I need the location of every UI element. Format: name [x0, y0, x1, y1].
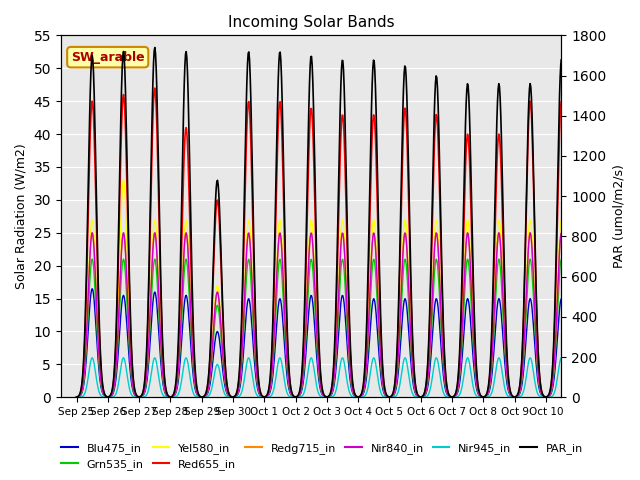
Nir840_in [224, 391, 232, 396]
Grn535_in [407, 342, 415, 348]
Red655_in [268, 356, 276, 362]
Y-axis label: PAR (umol/m2/s): PAR (umol/m2/s) [612, 164, 625, 268]
Redg715_in [268, 373, 276, 379]
Red655_in [379, 368, 387, 374]
Legend: Blu475_in, Grn535_in, Yel580_in, Red655_in, Redg715_in, Nir840_in, Nir945_in, PA: Blu475_in, Grn535_in, Yel580_in, Red655_… [57, 438, 588, 474]
PAR_in [407, 268, 415, 274]
Yel580_in [132, 393, 140, 398]
Line: Nir945_in: Nir945_in [77, 358, 577, 397]
Grn535_in [88, 256, 96, 262]
Y-axis label: Solar Radiation (W/m2): Solar Radiation (W/m2) [15, 144, 28, 289]
Title: Incoming Solar Bands: Incoming Solar Bands [228, 15, 394, 30]
Yel580_in [268, 372, 276, 377]
Blu475_in [249, 336, 257, 341]
Line: Red655_in: Red655_in [77, 88, 577, 397]
Blu475_in [88, 286, 96, 291]
PAR_in [268, 349, 276, 355]
Red655_in [73, 394, 81, 400]
Nir945_in [224, 394, 232, 400]
Grn535_in [268, 376, 276, 382]
Line: Yel580_in: Yel580_in [77, 180, 577, 397]
Redg715_in [407, 332, 415, 337]
Nir840_in [379, 379, 387, 385]
Redg715_in [132, 393, 140, 399]
Nir945_in [268, 392, 276, 398]
Nir840_in [73, 394, 81, 400]
Nir945_in [379, 393, 387, 399]
Red655_in [407, 284, 415, 290]
Grn535_in [573, 394, 581, 400]
PAR_in [131, 389, 139, 395]
Grn535_in [379, 382, 387, 387]
Nir945_in [88, 355, 96, 360]
Red655_in [224, 388, 232, 394]
Line: Redg715_in: Redg715_in [77, 233, 577, 397]
Blu475_in [132, 394, 140, 399]
Blu475_in [73, 395, 81, 400]
Nir945_in [249, 375, 257, 381]
Grn535_in [249, 312, 257, 318]
Nir945_in [407, 384, 415, 390]
Line: Grn535_in: Grn535_in [77, 259, 577, 397]
Red655_in [151, 85, 159, 91]
Nir840_in [249, 297, 257, 302]
Text: SW_arable: SW_arable [71, 51, 145, 64]
Yel580_in [249, 288, 257, 294]
Nir840_in [132, 393, 140, 399]
Blu475_in [573, 395, 581, 400]
Yel580_in [379, 378, 387, 384]
Redg715_in [224, 391, 232, 396]
Yel580_in [120, 177, 127, 183]
Nir945_in [573, 395, 581, 400]
Redg715_in [88, 230, 96, 236]
Blu475_in [407, 357, 415, 362]
Line: PAR_in: PAR_in [77, 48, 577, 397]
Redg715_in [573, 394, 581, 400]
Nir945_in [73, 395, 81, 400]
Nir840_in [407, 332, 415, 337]
Grn535_in [73, 394, 81, 400]
Yel580_in [407, 327, 415, 333]
Grn535_in [224, 391, 232, 397]
Grn535_in [132, 393, 140, 399]
Yel580_in [573, 394, 581, 400]
Red655_in [131, 390, 139, 396]
Red655_in [249, 218, 257, 224]
Red655_in [573, 394, 581, 400]
Blu475_in [379, 385, 387, 391]
Nir945_in [132, 395, 140, 400]
Yel580_in [224, 391, 232, 396]
Line: Blu475_in: Blu475_in [77, 288, 577, 397]
Redg715_in [249, 297, 257, 302]
PAR_in [249, 188, 257, 194]
PAR_in [573, 394, 581, 400]
PAR_in [151, 45, 159, 50]
Line: Nir840_in: Nir840_in [77, 233, 577, 397]
Redg715_in [379, 379, 387, 385]
Blu475_in [268, 382, 276, 387]
Nir840_in [573, 394, 581, 400]
PAR_in [224, 387, 232, 393]
Nir840_in [268, 373, 276, 379]
Redg715_in [73, 394, 81, 400]
PAR_in [73, 394, 81, 400]
PAR_in [379, 363, 387, 369]
Yel580_in [73, 394, 81, 400]
Blu475_in [224, 392, 232, 398]
Nir840_in [88, 230, 96, 236]
